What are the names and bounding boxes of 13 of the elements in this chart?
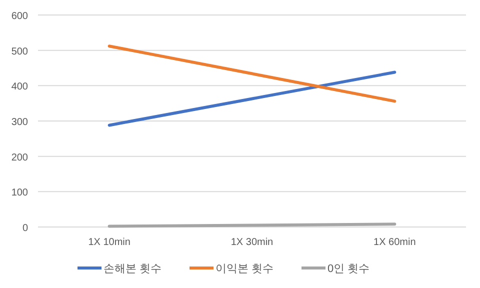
x-tick-label: 1X 30min [230, 237, 274, 248]
legend-label: 손해본 횟수 [104, 263, 162, 275]
y-tick-label: 600 [11, 11, 28, 22]
y-tick-label: 200 [11, 152, 28, 164]
x-tick-label: 1X 10min [88, 237, 130, 248]
y-tick-label: 100 [11, 188, 28, 199]
legend-label: 0인 횟수 [328, 263, 370, 275]
y-tick-label: 400 [11, 82, 28, 93]
y-tick-label: 500 [11, 46, 28, 58]
y-tick-label: 0 [22, 223, 28, 234]
x-tick-label: 1X 60min [374, 237, 416, 248]
y-tick-label: 300 [11, 117, 28, 128]
legend-label: 이익본 횟수 [216, 263, 274, 275]
